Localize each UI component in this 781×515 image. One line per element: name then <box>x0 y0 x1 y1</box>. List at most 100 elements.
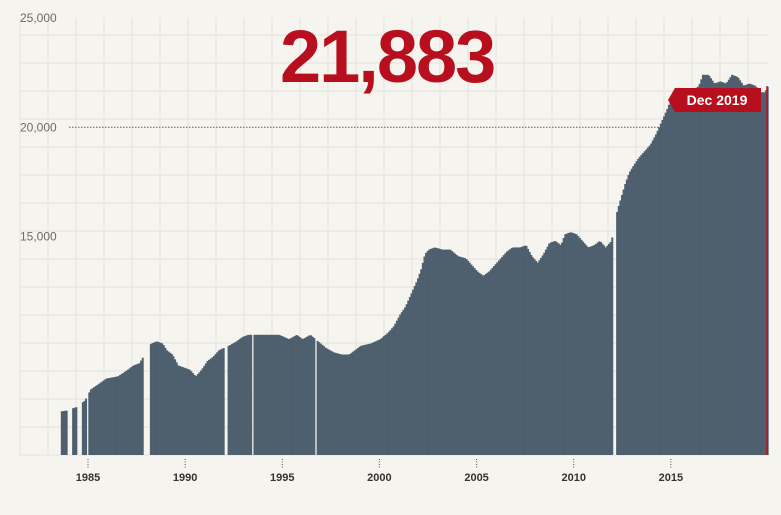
x-tick-label: 2010 <box>561 472 585 484</box>
bar <box>468 262 471 455</box>
bar <box>656 130 659 455</box>
bar <box>637 158 640 455</box>
bar <box>425 252 428 455</box>
bar <box>246 334 249 455</box>
bar <box>136 363 139 455</box>
bar <box>431 248 434 455</box>
bar <box>478 272 481 455</box>
bar <box>407 300 410 455</box>
bar <box>332 352 335 455</box>
bar <box>413 286 416 455</box>
bar <box>221 348 224 455</box>
bar <box>609 241 612 455</box>
bar <box>608 243 611 455</box>
bar <box>520 246 523 455</box>
bar <box>693 88 696 455</box>
bar <box>611 237 614 455</box>
bar <box>132 365 135 455</box>
bar <box>544 249 547 455</box>
bar <box>337 353 340 455</box>
bar <box>234 342 237 455</box>
bar <box>237 340 240 455</box>
bar <box>85 398 88 455</box>
bar <box>698 83 701 455</box>
bar <box>203 365 206 455</box>
bar <box>200 370 203 455</box>
bar <box>695 87 698 456</box>
bar <box>559 244 562 455</box>
bar <box>269 334 272 455</box>
bar <box>321 344 324 455</box>
bar <box>578 237 581 455</box>
bar <box>306 336 309 455</box>
bar <box>491 267 494 455</box>
bar <box>590 246 593 455</box>
x-tick-label: 2005 <box>464 472 488 484</box>
bar <box>271 334 274 455</box>
bar <box>376 340 379 455</box>
bar <box>230 344 233 455</box>
bar <box>677 87 680 456</box>
bar <box>598 241 601 455</box>
bar <box>305 337 308 455</box>
bar <box>536 262 539 455</box>
bar <box>387 331 390 455</box>
bar <box>679 87 682 456</box>
bar <box>601 243 604 455</box>
bar <box>382 336 385 455</box>
bar <box>64 410 67 455</box>
bar <box>447 249 450 455</box>
bar <box>292 336 295 455</box>
bar <box>245 335 248 455</box>
bar <box>572 233 575 455</box>
bar <box>94 386 97 455</box>
bar <box>104 379 107 455</box>
bar <box>684 89 687 455</box>
bar <box>481 275 484 455</box>
bar <box>120 373 123 455</box>
bars <box>60 74 769 456</box>
bar <box>722 82 725 455</box>
bar <box>752 84 755 455</box>
bar <box>450 250 453 455</box>
bar <box>460 257 463 455</box>
bar <box>465 259 468 455</box>
bar <box>191 373 194 455</box>
bar <box>533 259 536 455</box>
bar <box>454 253 457 455</box>
bar <box>591 245 594 455</box>
bar <box>522 246 525 455</box>
bar <box>729 77 732 456</box>
bar <box>285 338 288 455</box>
bar <box>504 253 507 455</box>
bar <box>151 343 154 455</box>
bar <box>574 233 577 455</box>
bar <box>357 347 360 455</box>
bar <box>211 357 214 455</box>
bar <box>428 249 431 455</box>
bar <box>763 92 766 455</box>
bar <box>548 243 551 455</box>
bar <box>739 80 742 455</box>
bar <box>603 245 606 455</box>
bar <box>556 242 559 455</box>
bar <box>62 411 65 455</box>
bar <box>329 350 332 455</box>
bar <box>266 334 269 455</box>
bar <box>518 247 521 455</box>
bar <box>96 384 99 455</box>
bar <box>284 337 287 455</box>
bar <box>439 249 442 455</box>
bar <box>208 359 211 455</box>
bar <box>719 81 722 456</box>
bar <box>178 366 181 455</box>
bar <box>484 273 487 455</box>
bar <box>596 242 599 455</box>
bar <box>355 349 358 455</box>
bar <box>127 369 130 455</box>
bar <box>543 252 546 455</box>
bar <box>488 271 491 455</box>
bar <box>157 342 160 455</box>
bar <box>575 234 578 455</box>
bar <box>714 83 717 455</box>
